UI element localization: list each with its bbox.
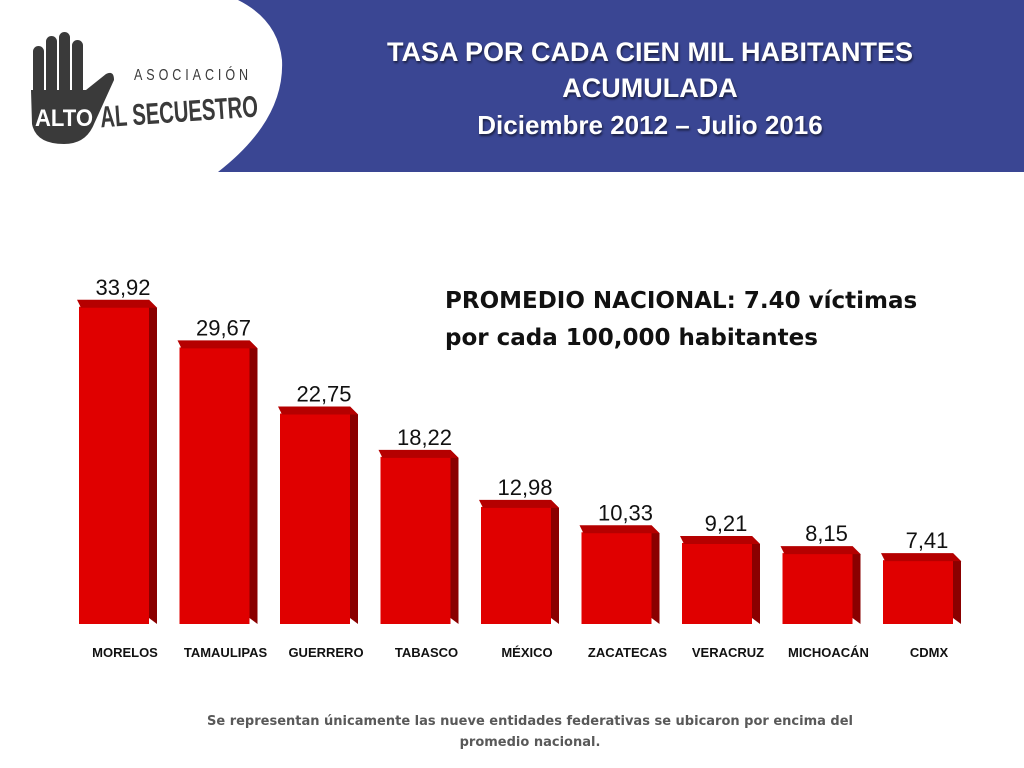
bar	[883, 560, 953, 624]
bar-top	[680, 535, 760, 544]
bar	[280, 413, 350, 624]
bar	[682, 542, 752, 624]
bar-group	[278, 406, 358, 624]
bar-top	[378, 449, 459, 458]
category-label: TABASCO	[395, 645, 458, 660]
data-label: 22,75	[296, 382, 351, 407]
bar-top	[780, 546, 861, 555]
bar-side	[450, 449, 459, 624]
category-label: MICHOACÁN	[788, 645, 869, 660]
title-date-range: Diciembre 2012 – Julio 2016	[477, 110, 823, 140]
logo-word-asociacion: ASOCIACIÓN	[134, 65, 252, 84]
logo-word-al-secuestro: AL SECUESTRO	[99, 90, 259, 134]
bar-group	[479, 499, 559, 624]
bar-side	[953, 553, 961, 624]
bar	[380, 456, 451, 624]
bar-group	[680, 535, 760, 624]
category-label: ZACATECAS	[588, 645, 668, 660]
bar-group	[77, 299, 157, 624]
bar-top	[77, 299, 157, 308]
bar-top	[579, 525, 660, 534]
data-label: 33,92	[95, 275, 150, 300]
bar-group	[881, 553, 961, 624]
bar-group	[579, 525, 660, 624]
category-label: MORELOS	[92, 645, 158, 660]
annotation-line-1: PROMEDIO NACIONAL: 7.40 víctimas	[445, 288, 918, 314]
bar	[179, 347, 250, 624]
data-label: 8,15	[805, 521, 848, 546]
category-label: GUERRERO	[288, 645, 363, 660]
bar-side	[249, 340, 258, 624]
category-label: TAMAULIPAS	[184, 645, 268, 660]
data-label: 29,67	[196, 315, 251, 340]
data-label: 10,33	[598, 500, 653, 525]
bar-group	[177, 340, 258, 624]
data-label: 9,21	[705, 511, 748, 536]
national-average-annotation: PROMEDIO NACIONAL: 7.40 víctimas por cad…	[445, 283, 965, 357]
bar-side	[350, 406, 358, 624]
alto-al-secuestro-logo: ALTO ASOCIACIÓN AL SECUESTRO	[31, 32, 259, 144]
bar-group	[378, 449, 459, 624]
bar-side	[651, 525, 660, 624]
footnote: Se representan únicamente las nueve enti…	[207, 714, 853, 750]
bar-side	[149, 299, 157, 624]
bar-top	[177, 340, 258, 349]
bar	[79, 306, 149, 624]
logo-word-alto: ALTO	[35, 105, 93, 132]
bar	[782, 553, 853, 624]
category-label: CDMX	[910, 645, 949, 660]
bar-top	[479, 499, 559, 508]
data-label: 18,22	[397, 425, 452, 450]
bar	[581, 532, 652, 624]
category-label: MÉXICO	[501, 645, 552, 660]
bar-group	[780, 546, 861, 624]
title-line-1: TASA POR CADA CIEN MIL HABITANTES	[387, 37, 913, 67]
bar-side	[852, 546, 861, 624]
raised-hand-icon: ALTO	[31, 32, 114, 144]
bar-side	[752, 535, 760, 624]
bar-chart: 33,92 MORELOS 29,67 TAMAULIPAS 22,75 GUERRERO…	[77, 275, 961, 660]
data-label: 12,98	[497, 475, 552, 500]
bar-side	[551, 499, 559, 624]
bar-top	[881, 553, 961, 562]
category-label: VERACRUZ	[692, 645, 764, 660]
title-line-2: ACUMULADA	[562, 73, 738, 103]
annotation-line-2: por cada 100,000 habitantes	[445, 325, 818, 351]
bar	[481, 506, 551, 624]
header-title: TASA POR CADA CIEN MIL HABITANTES ACUMUL…	[300, 34, 1000, 144]
header-banner	[218, 0, 1024, 172]
bar-top	[278, 406, 358, 415]
header-background	[218, 0, 1024, 172]
data-label: 7,41	[906, 528, 949, 553]
